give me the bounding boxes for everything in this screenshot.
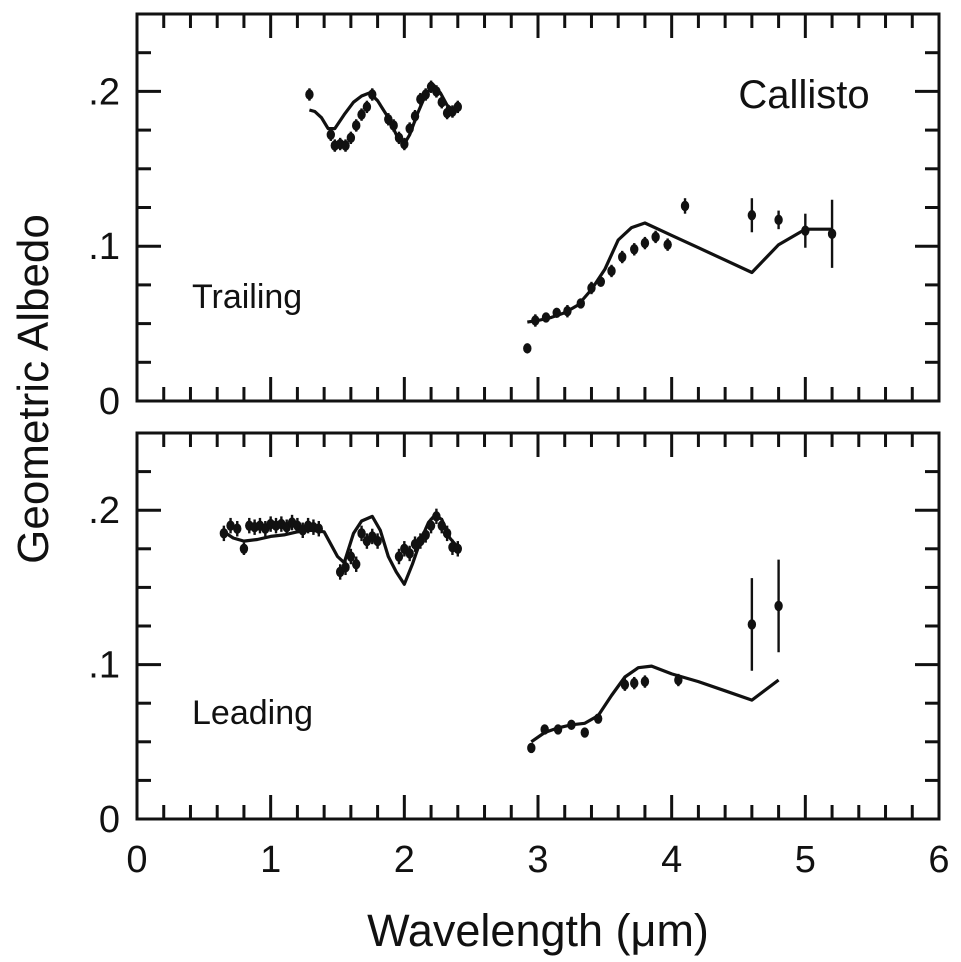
leading-data-point: [527, 742, 536, 754]
leading-data-point: [630, 677, 639, 689]
trailing-panel: 0 .1 .2 Callisto Trailing: [88, 12, 941, 423]
trailing-data-point: [432, 86, 441, 97]
trailing-data-point: [400, 138, 409, 150]
leading-data-point: [774, 600, 783, 612]
trailing-data-point: [368, 89, 377, 100]
leading-ticks: [135, 431, 941, 821]
trailing-y-tick-label: .2: [88, 71, 120, 113]
leading-data-point: [426, 520, 436, 531]
x-axis-label: Wavelength (μm): [367, 905, 709, 956]
trailing-data-point: [405, 123, 414, 134]
trailing-data-point: [552, 307, 561, 318]
trailing-data-point: [394, 132, 404, 144]
trailing-data-point: [607, 265, 616, 277]
trailing-data-point: [587, 282, 596, 294]
title-callisto: Callisto: [738, 73, 869, 117]
trailing-data-point: [389, 120, 398, 131]
leading-data-point: [405, 548, 414, 559]
annotation-leading: Leading: [192, 694, 313, 732]
trailing-data-point: [576, 298, 585, 309]
leading-y-tick-labels: 0 .1 .2: [88, 490, 120, 841]
leading-plot-frame: [135, 431, 941, 821]
trailing-data-point: [541, 312, 551, 323]
trailing-data-point: [618, 251, 627, 263]
trailing-data-point: [437, 97, 446, 108]
trailing-data-point: [774, 214, 783, 226]
leading-data-point: [580, 727, 589, 738]
annotation-trailing: Trailing: [192, 278, 302, 316]
trailing-y-tick-labels: 0 .1 .2: [88, 71, 120, 423]
trailing-data-point: [421, 89, 430, 100]
trailing-data-point: [305, 89, 314, 100]
leading-data-point: [233, 523, 242, 534]
trailing-data-point: [326, 129, 336, 140]
leading-data-point: [442, 528, 452, 539]
leading-data-point: [226, 520, 235, 531]
leading-panel: 0 .1 .2 0 1 2 3 4 5 6 Leading: [88, 431, 950, 881]
leading-data-point: [553, 724, 563, 735]
trailing-data-point: [531, 315, 540, 326]
trailing-data-point: [640, 237, 650, 249]
leading-model-line: [530, 664, 780, 744]
leading-data-point: [437, 520, 446, 531]
x-tick-label: 5: [795, 839, 816, 881]
leading-y-tick-label: .1: [88, 645, 120, 687]
leading-data-point: [394, 551, 404, 562]
trailing-ticks: [135, 12, 941, 403]
leading-data-point: [219, 528, 229, 539]
x-tick-labels: 0 1 2 3 4 5 6: [126, 839, 949, 881]
leading-data-point: [373, 535, 382, 547]
leading-data-point: [620, 679, 630, 690]
leading-y-tick-label: 0: [99, 799, 120, 841]
leading-data-point: [352, 559, 361, 570]
trailing-data-point: [680, 200, 690, 212]
trailing-model-line: [527, 221, 833, 324]
trailing-data-point: [453, 101, 462, 113]
leading-data-point: [341, 562, 350, 573]
leading-data-points: [219, 508, 783, 754]
leading-data-point: [453, 543, 462, 554]
leading-y-tick-label: .2: [88, 490, 120, 532]
leading-data-point: [593, 713, 603, 724]
x-tick-label: 1: [260, 839, 281, 881]
leading-data-point: [416, 535, 425, 547]
trailing-data-point: [563, 306, 572, 317]
trailing-y-tick-label: 0: [99, 381, 120, 423]
leading-data-point: [421, 529, 430, 541]
trailing-data-point: [630, 244, 639, 255]
leading-data-point: [674, 674, 683, 686]
trailing-data-point: [352, 120, 361, 131]
trailing-data-point: [523, 343, 532, 354]
trailing-data-point: [801, 225, 810, 236]
trailing-data-points: [305, 80, 837, 354]
x-tick-label: 4: [661, 839, 682, 881]
trailing-data-point: [651, 231, 660, 243]
leading-data-point: [432, 511, 441, 522]
leading-data-point: [747, 619, 757, 630]
leading-data-point: [314, 523, 323, 534]
x-tick-label: 6: [928, 839, 949, 881]
trailing-data-point: [362, 101, 372, 113]
trailing-data-point: [663, 239, 672, 250]
leading-data-point: [567, 719, 576, 731]
trailing-data-point: [410, 110, 420, 122]
leading-data-point: [357, 528, 366, 539]
trailing-data-point: [357, 109, 366, 120]
y-axis-label: Geometric Albedo: [9, 214, 58, 564]
x-tick-label: 2: [394, 839, 415, 881]
trailing-data-point: [747, 210, 757, 221]
leading-data-point: [346, 551, 356, 562]
x-tick-label: 0: [126, 839, 147, 881]
trailing-data-point: [596, 276, 606, 288]
x-tick-label: 3: [527, 839, 548, 881]
trailing-data-point: [827, 228, 837, 240]
leading-data-point: [540, 724, 549, 735]
leading-data-point: [640, 676, 650, 687]
trailing-data-point: [384, 114, 393, 125]
trailing-y-tick-label: .1: [88, 226, 120, 268]
trailing-data-point: [341, 140, 350, 151]
trailing-data-point: [346, 132, 356, 144]
leading-data-point: [239, 543, 249, 554]
